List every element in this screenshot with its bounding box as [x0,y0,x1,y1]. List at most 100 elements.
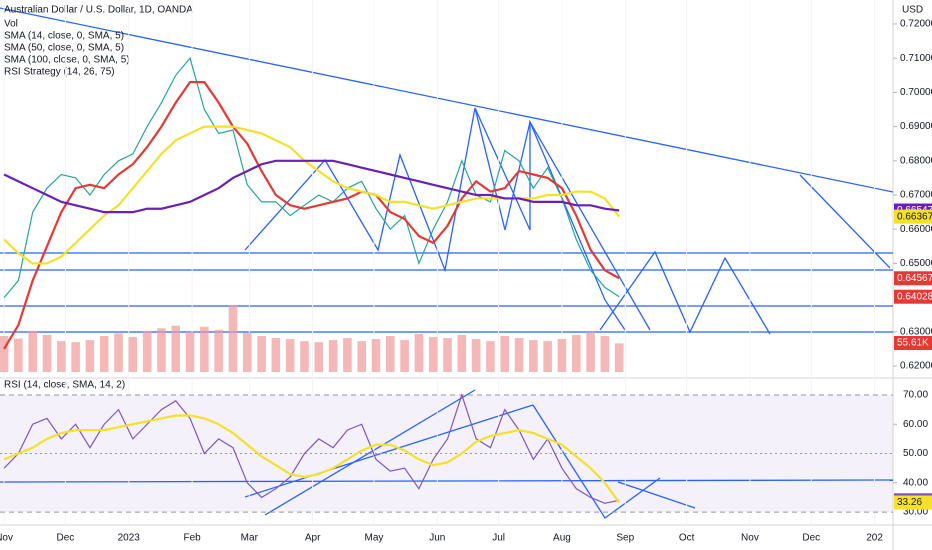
volume-bar [571,334,581,372]
annotations [0,7,894,519]
volume-bar [0,336,9,372]
price-marker-label: 33.26 [897,497,922,508]
x-tick-label: Mar [241,533,259,544]
volume-bar [242,332,252,372]
series-line [3,81,620,350]
x-tick-label: Sep [616,533,634,544]
chart-title: Australian Dollar / U.S. Dollar, 1D, OAN… [4,5,193,16]
volume-bar [543,341,552,372]
volume-bar [28,330,37,372]
volume-bar [42,334,52,372]
volume-bar [428,337,438,372]
y-tick-label: 70.00 [903,390,928,401]
volume-bar [214,329,223,372]
price-marker [894,209,932,224]
volume-bar [142,330,152,372]
x-tick-label: Jun [429,533,445,544]
volume-bar [114,333,123,372]
x-tick-label: 2023 [118,533,141,544]
volume-bar [514,338,524,372]
volume-bar [85,340,95,372]
zigzag [474,107,651,331]
price-marker-label: 0.64567 [897,273,932,284]
x-tick-label: Feb [183,533,201,544]
volume-bar [328,340,338,372]
x-tick-label: Apr [305,533,321,544]
price-marker-label: 0.64028 [897,291,932,302]
volume-bar [157,328,166,372]
volume-bar [271,338,281,372]
volume-bar [200,326,209,372]
volume-marker [894,336,932,350]
rsi-title: RSI (14, close, SMA, 14, 2) [4,380,125,391]
legend-item: SMA (50, close, 0, SMA, 5) [4,43,124,54]
currency: USD [902,5,923,16]
volume-bar [171,325,181,372]
volume-bar [357,341,366,372]
x-tick-label: May [365,533,384,544]
volume-bar [600,336,610,372]
volume-bar [529,340,538,372]
volume-bar [614,343,624,372]
x-tick-label: 202 [866,533,883,544]
volume-bar [371,339,381,372]
rsi-trend [617,481,696,509]
zigzag [244,107,626,331]
price-marker-label: 0.66367 [897,211,932,222]
volume-bar [14,338,23,372]
volume-bar [443,338,452,372]
volume-bar [386,336,395,372]
x-tick-label: Dec [802,533,820,544]
rsi-channel [264,389,476,516]
x-tick-label: Oct [679,533,695,544]
volume-bar [557,339,567,372]
volume-bar [400,340,409,372]
y-tick-label: 0.62000 [900,361,932,372]
series-line [3,56,620,299]
volume-bar [257,336,266,372]
x-tick-label: Nov [0,533,13,544]
legend-item: RSI Strategy (14, 26, 75) [4,67,115,78]
series-line [3,159,620,214]
series-line [3,414,621,504]
legend-item: Vol [4,19,18,30]
price-marker [894,271,932,286]
x-tick-label: Aug [553,533,571,544]
volume-bar [500,336,510,372]
volume-bar [57,341,66,372]
volume-bar [343,338,352,372]
volume-bar [300,341,309,372]
volume-bar [471,339,481,372]
volume-bar [457,334,467,372]
rsi-channel [244,404,534,498]
legend-item: SMA (14, close, 0, SMA, 5) [4,31,124,42]
volume-bar [128,337,138,372]
volume-bar [228,305,238,372]
legend-item: SMA (100, close, 0, SMA, 5) [4,55,130,66]
price-marker [894,289,932,304]
x-tick-label: Nov [741,533,759,544]
volume-marker-label: 55.61K [897,338,929,349]
y-tick-label: 30.00 [903,507,928,518]
x-tick-label: Jul [492,533,505,544]
volume-bar [586,331,595,372]
y-tick-label: 40.00 [903,477,928,488]
volume-bar [314,342,324,372]
trend-line [0,7,894,193]
series-line [3,393,620,504]
volume-bar [285,339,295,372]
x-tick-label: Dec [56,533,74,544]
projection [599,250,771,335]
volume-bar [185,331,195,372]
volume-bar [414,333,424,372]
